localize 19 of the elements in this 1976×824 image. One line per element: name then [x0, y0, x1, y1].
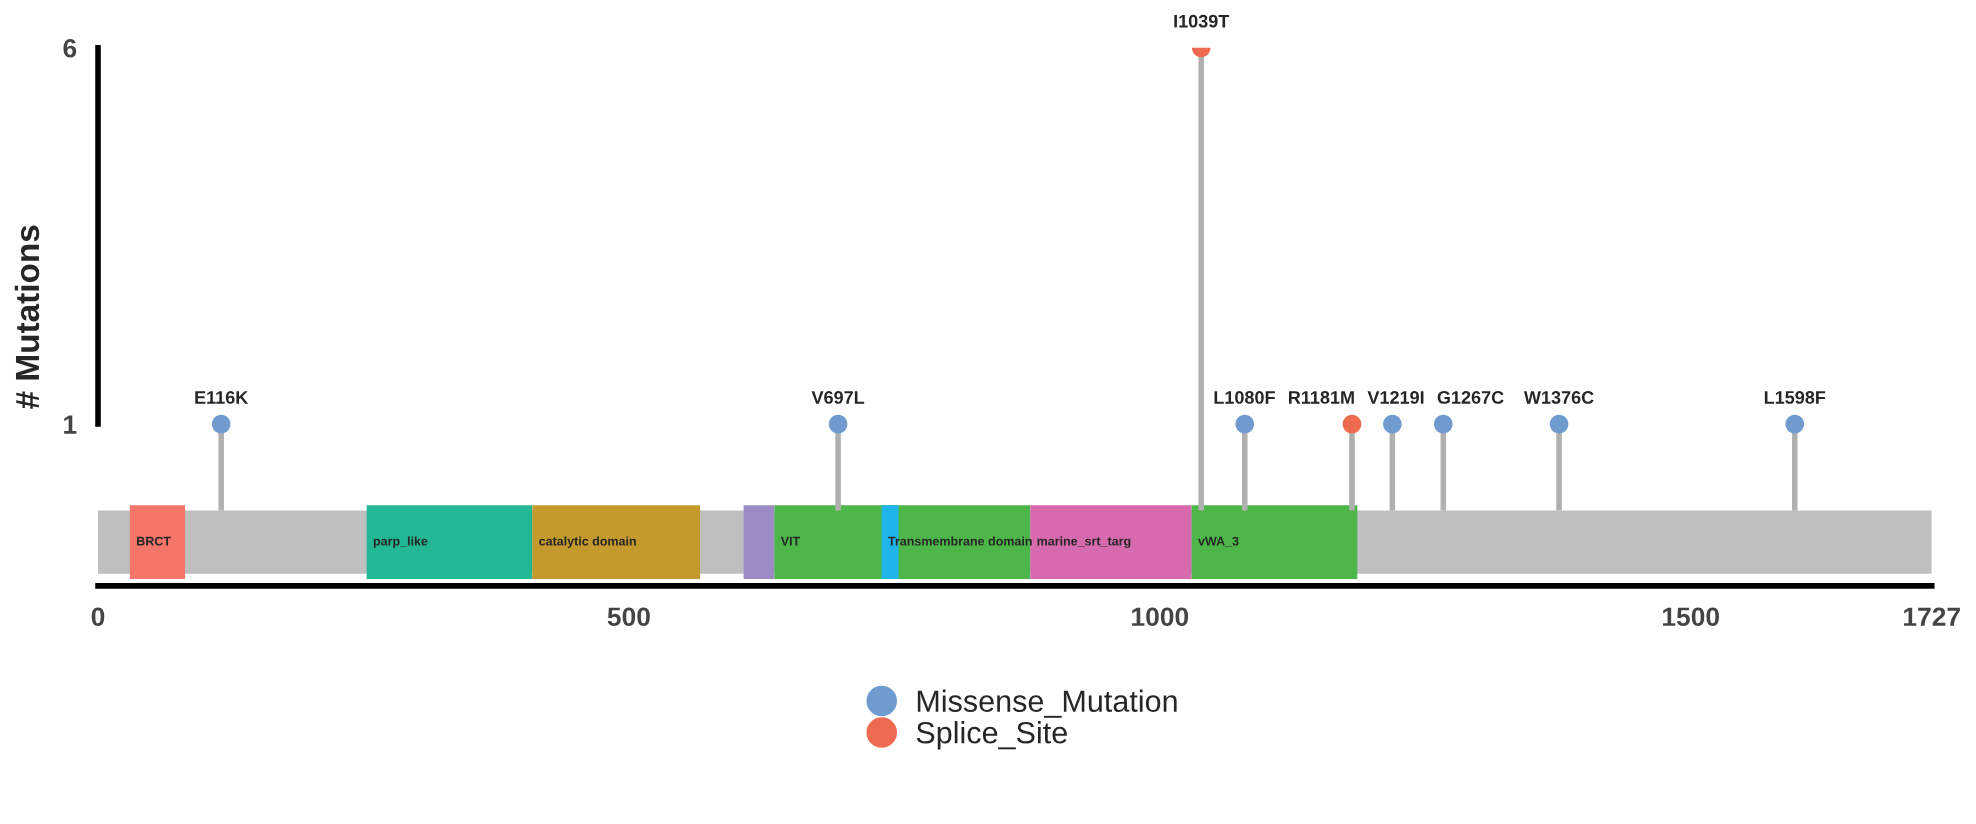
- data-label: V1219I: [1367, 391, 1424, 404]
- data-label: G1267C: [1437, 391, 1504, 404]
- legend-label: Splice_Site: [916, 721, 1067, 750]
- y-axis-title: # Mutations: [14, 225, 40, 409]
- x-tick-label: 1500: [1663, 607, 1719, 627]
- legend-label: Missense_Mutation: [917, 689, 1177, 718]
- x-tick-label: 0: [91, 607, 105, 627]
- data-label: R1181M: [1289, 391, 1354, 404]
- data-label: W1376C: [1523, 391, 1594, 404]
- x-tick-label: 1000: [1132, 607, 1189, 627]
- data-label: L1598F: [1764, 391, 1826, 404]
- data-label: V697L: [811, 391, 865, 404]
- y-tick-label: 6: [63, 38, 77, 58]
- data-label: L1080F: [1214, 391, 1275, 404]
- x-tick-label: 500: [607, 607, 650, 627]
- y-tick-label: 1: [64, 415, 77, 434]
- x-tick-label: 1727: [1904, 607, 1960, 626]
- data-label: I1039T: [1174, 14, 1230, 28]
- data-label: E116K: [195, 391, 249, 404]
